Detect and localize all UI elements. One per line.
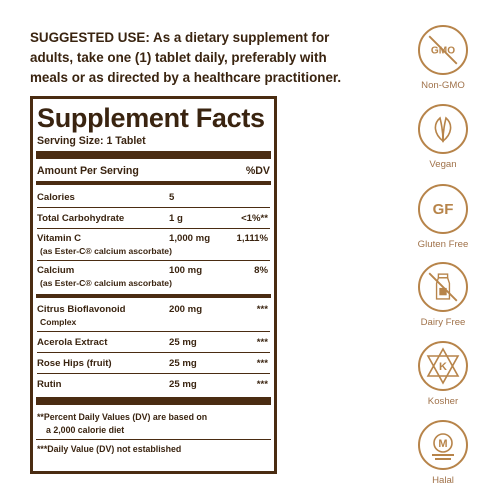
divider-thin (37, 331, 270, 332)
suggested-use-text: As a dietary supplement for adults, take… (30, 30, 342, 85)
facts-row-total-carbohydrate: Total Carbohydrate 1 g <1%** (37, 208, 270, 228)
gmo-icon: GMO (418, 25, 468, 75)
facts-row-rutin: Rutin 25 mg *** (37, 374, 270, 394)
nutrient-amount: 1 g (169, 213, 183, 224)
facts-row-vitamin-c: Vitamin C 1,000 mg 1,111% (as Ester-C® c… (37, 229, 270, 260)
amount-per-serving-header: Amount Per Serving (37, 164, 139, 177)
nutrient-dv (225, 191, 270, 204)
facts-row-rose-hips: Rose Hips (fruit) 25 mg *** (37, 353, 270, 373)
divider-medium (36, 294, 271, 298)
footnote-dv-basis-continued: a 2,000 calorie diet (46, 425, 125, 435)
serving-size: Serving Size: 1 Tablet (37, 135, 146, 147)
suggested-use-lead: SUGGESTED USE: (30, 30, 150, 45)
leaf-icon (418, 104, 468, 154)
nutrient-dv: *** (256, 304, 268, 315)
nutrient-name: Total Carbohydrate (37, 213, 125, 224)
suggested-use: SUGGESTED USE: As a dietary supplement f… (30, 28, 360, 88)
badge-vegan: Vegan (402, 104, 484, 170)
gluten-free-icon-text: GF (432, 200, 454, 218)
divider-thick (36, 151, 271, 159)
nutrient-name: Rose Hips (fruit) (37, 358, 112, 369)
kosher-icon-text: K (439, 361, 447, 373)
divider-thin (37, 260, 270, 261)
badge-label: Dairy Free (420, 317, 466, 328)
nutrient-dv: *** (256, 379, 268, 390)
facts-row-acerola: Acerola Extract 25 mg *** (37, 332, 270, 352)
badge-non-gmo: GMO Non-GMO (402, 25, 484, 91)
badge-label: Halal (432, 475, 454, 486)
nutrient-dv: 1,111% (236, 233, 268, 244)
nutrient-amount: 5 (169, 192, 175, 203)
nutrient-name: Vitamin C (37, 233, 82, 244)
nutrient-amount: 1,000 mg (169, 233, 211, 244)
nutrient-source: (as Ester-C® calcium ascorbate) (40, 246, 172, 256)
gluten-free-icon: GF (418, 184, 468, 234)
divider-thin (37, 228, 270, 229)
nutrient-dv: <1%** (241, 213, 268, 224)
facts-header-row: Amount Per Serving %DV (37, 162, 270, 179)
badge-label: Non-GMO (421, 80, 465, 91)
milk-bottle-icon (418, 262, 468, 312)
nutrient-dv: *** (256, 337, 268, 348)
nutrient-name: Acerola Extract (37, 337, 108, 348)
halal-icon: M (418, 420, 468, 470)
facts-row-calories: Calories 5 (37, 187, 270, 207)
divider-thin (37, 373, 270, 374)
badge-kosher: K Kosher (402, 341, 484, 407)
footnote-dv-not-established: ***Daily Value (DV) not established (37, 444, 182, 454)
nutrient-dv: 8% (254, 265, 268, 276)
supplement-facts-panel: Supplement Facts Serving Size: 1 Tablet … (30, 96, 277, 474)
halal-icon-text: M (438, 438, 447, 450)
badge-label: Kosher (427, 396, 459, 407)
divider-thin (37, 207, 270, 208)
facts-footnotes: **Percent Daily Values (DV) are based on… (36, 408, 271, 455)
badge-dairy-free: Dairy Free (402, 262, 484, 328)
footnote-dv-basis: **Percent Daily Values (DV) are based on (37, 412, 208, 422)
facts-row-citrus-bioflavonoid: Citrus Bioflavonoid 200 mg *** Complex (37, 300, 270, 331)
divider-thin (37, 352, 270, 353)
divider-thick (36, 397, 271, 405)
nutrient-amount: 200 mg (169, 304, 203, 315)
gmo-icon-text: GMO (431, 46, 455, 57)
nutrient-name-continued: Complex (40, 317, 77, 327)
kosher-icon: K (418, 341, 468, 391)
divider-thin (36, 439, 271, 440)
nutrient-source: (as Ester-C® calcium ascorbate) (40, 278, 172, 288)
dv-header: %DV (245, 164, 270, 177)
badge-label: Gluten Free (417, 239, 469, 250)
nutrient-amount: 25 mg (169, 358, 197, 369)
facts-row-calcium: Calcium 100 mg 8% (as Ester-C® calcium a… (37, 261, 270, 292)
nutrient-name: Citrus Bioflavonoid (37, 304, 126, 315)
nutrient-name: Rutin (37, 379, 62, 390)
badge-halal: M Halal (402, 420, 484, 486)
nutrient-amount: 25 mg (169, 337, 197, 348)
badge-gluten-free: GF Gluten Free (402, 184, 484, 250)
nutrient-name: Calcium (37, 265, 75, 276)
nutrient-name: Calories (37, 192, 75, 203)
divider-medium (36, 181, 271, 185)
facts-title: Supplement Facts (37, 103, 265, 133)
badge-label: Vegan (429, 159, 457, 170)
nutrient-amount: 25 mg (169, 379, 197, 390)
nutrient-amount: 100 mg (169, 265, 203, 276)
nutrient-dv: *** (256, 358, 268, 369)
